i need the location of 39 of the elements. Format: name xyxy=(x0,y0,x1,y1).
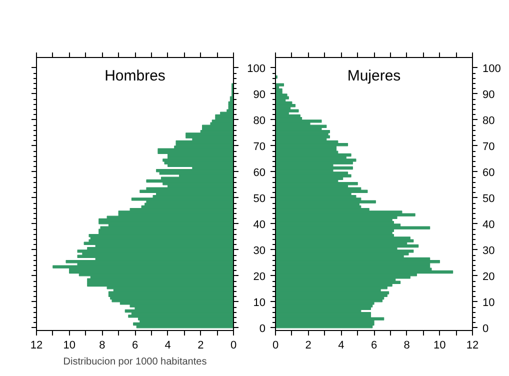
y-tick-label: 80 xyxy=(253,114,266,127)
y-tick-label: 50 xyxy=(253,192,266,205)
y2-tick-label: 40 xyxy=(482,218,495,231)
x-tick-label: 4 xyxy=(164,340,171,352)
y-tick-label: 90 xyxy=(253,88,266,101)
y-tick-label: 40 xyxy=(253,218,266,231)
x-axis-title: Distribucion por 1000 habitantes xyxy=(63,356,207,368)
x-tick-label: 0 xyxy=(230,340,237,352)
x-tick-label: 2 xyxy=(305,340,312,352)
y-tick-label: 70 xyxy=(253,140,266,153)
x-tick-label: 6 xyxy=(132,340,138,352)
y2-tick-label: 100 xyxy=(482,62,501,75)
x-tick-label: 4 xyxy=(338,340,344,352)
y2-tick-label: 20 xyxy=(482,270,495,283)
y2-tick-label: 10 xyxy=(482,296,495,309)
y2-tick-label: 90 xyxy=(482,88,495,101)
y2-tick-label: 80 xyxy=(482,114,495,127)
x-tick-label: 10 xyxy=(63,340,76,352)
x-tick-label: 2 xyxy=(198,340,204,352)
x-tick-label: 6 xyxy=(370,340,378,352)
text: Hombres xyxy=(104,68,166,84)
y-tick-label: 20 xyxy=(253,270,266,283)
y-tick-label: 0 xyxy=(259,322,266,335)
y-tick-label: 100 xyxy=(247,62,266,75)
y2-tick-label: 0 xyxy=(482,322,489,335)
x-tick-label: 0 xyxy=(272,340,279,352)
y2-tick-label: 60 xyxy=(482,166,495,179)
x-tick-label: 12 xyxy=(466,340,479,352)
y-tick-label: 60 xyxy=(253,166,266,179)
x-tick-label: 8 xyxy=(99,340,106,352)
text: Mujeres xyxy=(347,68,401,84)
y2-tick-label: 50 xyxy=(482,192,495,205)
x-tick-label: 8 xyxy=(404,340,410,352)
y2-tick-label: 30 xyxy=(482,244,495,257)
x-tick-label: 10 xyxy=(434,340,446,352)
x-tick-label: 12 xyxy=(30,340,43,352)
y2-tick-label: 70 xyxy=(482,140,495,153)
y-tick-label: 30 xyxy=(253,244,266,257)
y-tick-label: 10 xyxy=(253,296,266,309)
